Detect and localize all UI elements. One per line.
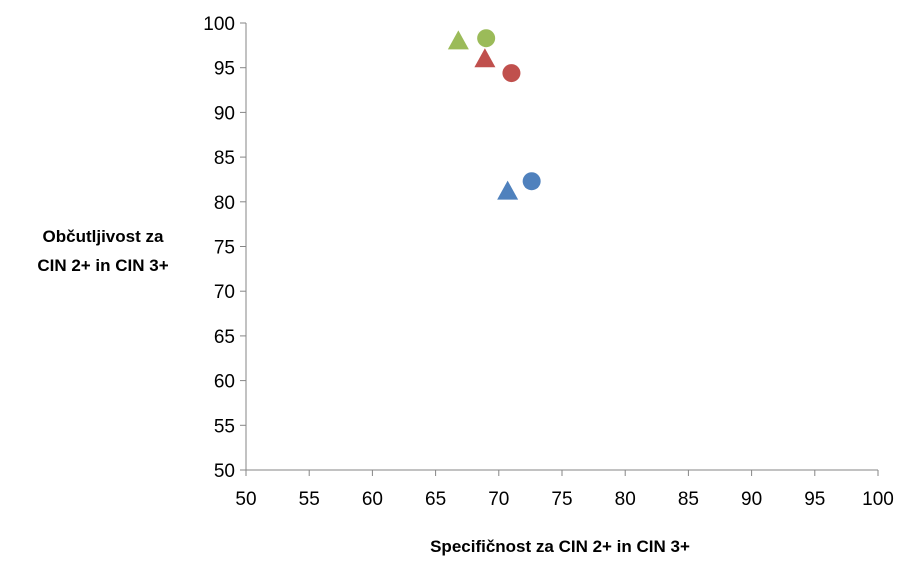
x-tick-label: 95 [804,489,825,510]
data-point-triangle [447,30,469,50]
y-tick-label: 95 [214,59,235,80]
y-tick-label: 70 [214,282,235,303]
y-tick-label: 85 [214,148,235,169]
x-tick-label: 50 [235,489,256,510]
y-tick-label: 80 [214,193,235,214]
x-axis-title: Specifičnost za CIN 2+ in CIN 3+ [430,537,690,556]
y-axis-ticks: 50 55 60 65 70 75 80 85 90 95 100 [203,14,246,482]
x-axis-ticks: 50 55 60 65 70 75 80 85 90 95 100 [235,470,894,510]
x-tick-label: 65 [425,489,446,510]
y-tick-label: 60 [214,372,235,393]
x-tick-label: 60 [362,489,383,510]
data-point-circle [522,172,541,191]
y-axis-title-line-1: Občutljivost za [43,227,164,246]
data-point-circle [477,29,496,48]
y-axis-title-line-2: CIN 2+ in CIN 3+ [37,256,168,275]
data-points [447,29,541,200]
x-tick-label: 80 [615,489,636,510]
y-tick-label: 100 [203,14,235,35]
x-tick-label: 100 [862,489,894,510]
y-tick-label: 55 [214,416,235,437]
x-tick-label: 55 [299,489,320,510]
data-point-triangle [474,48,496,68]
x-tick-label: 85 [678,489,699,510]
y-tick-label: 75 [214,238,235,259]
data-point-circle [502,64,521,83]
x-tick-label: 90 [741,489,762,510]
data-point-triangle [497,180,519,200]
y-tick-label: 65 [214,327,235,348]
x-tick-label: 75 [551,489,572,510]
y-tick-label: 50 [214,461,235,482]
y-tick-label: 90 [214,103,235,124]
x-tick-label: 70 [488,489,509,510]
